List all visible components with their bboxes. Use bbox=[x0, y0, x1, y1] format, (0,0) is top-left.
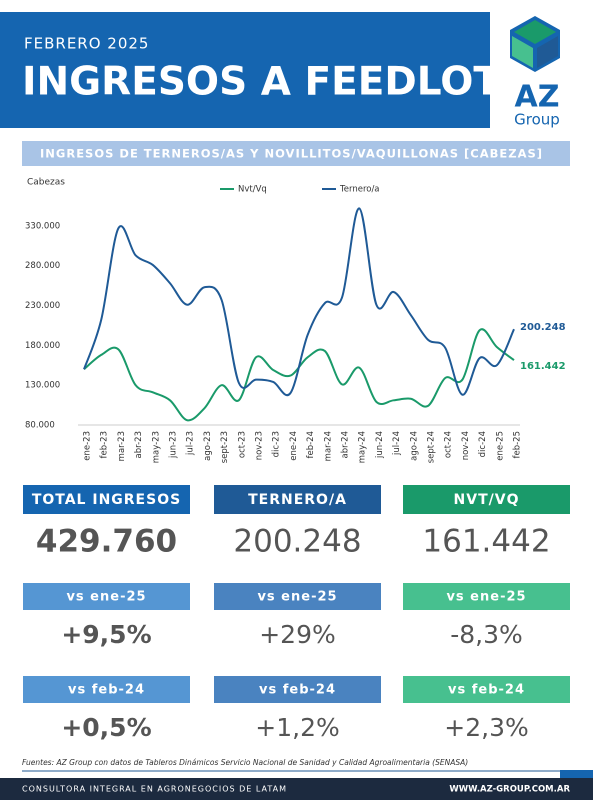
logo: AZ Group bbox=[510, 16, 560, 129]
x-tick-label: feb-24 bbox=[306, 431, 316, 459]
compare-box bbox=[403, 676, 570, 703]
total-value: 200.248 bbox=[233, 524, 361, 560]
footer-band bbox=[0, 778, 593, 800]
x-tick-label: mar-23 bbox=[117, 431, 127, 461]
y-tick-label: 230.000 bbox=[25, 301, 60, 311]
summary: TOTAL INGRESOS 429.760 vs ene-25 +9,5% vs fe… bbox=[23, 485, 570, 742]
x-tick-label: ene-23 bbox=[83, 431, 93, 461]
header-subtitle: FEBRERO 2025 bbox=[24, 35, 149, 53]
compare-box bbox=[214, 583, 381, 610]
data-label: 161.442 bbox=[520, 361, 566, 372]
x-tick-label: abr-23 bbox=[134, 431, 144, 458]
x-tick-label: oct-23 bbox=[237, 431, 247, 458]
x-tick-label: sept-24 bbox=[427, 431, 437, 463]
website: WWW.AZ-GROUP.COM.AR bbox=[449, 785, 570, 795]
x-tick-label: ene-25 bbox=[495, 431, 505, 461]
logo-sub: Group bbox=[514, 111, 560, 129]
x-tick-label: nov-23 bbox=[255, 431, 265, 460]
compare-label: vs feb-24 bbox=[68, 683, 145, 698]
compare-value: +2,3% bbox=[444, 713, 528, 742]
header-box bbox=[214, 485, 381, 514]
x-tick-label: jul-24 bbox=[392, 431, 402, 456]
x-tick-label: feb-23 bbox=[100, 431, 110, 459]
chart-title: INGRESOS DE TERNEROS/AS Y NOVILLITOS/VAQ… bbox=[40, 147, 543, 161]
x-tick-label: nov-24 bbox=[461, 431, 471, 460]
logo-text: AZ bbox=[515, 80, 560, 115]
header-box bbox=[403, 485, 570, 514]
x-tick-label: sept-23 bbox=[220, 431, 230, 463]
x-tick-label: dic-24 bbox=[478, 431, 488, 457]
compare-value: +9,5% bbox=[61, 620, 151, 649]
header-title: INGRESOS A FEEDLOT bbox=[22, 60, 500, 105]
legend-label: Ternero/a bbox=[339, 185, 380, 195]
x-tick-label: dic-23 bbox=[272, 431, 282, 457]
header-band bbox=[0, 12, 490, 128]
x-tick-label: may-23 bbox=[151, 431, 161, 463]
footer-accent bbox=[560, 770, 593, 778]
compare-value: -8,3% bbox=[450, 620, 523, 649]
y-axis-label: Cabezas bbox=[27, 178, 65, 188]
y-tick-label: 80.000 bbox=[25, 421, 55, 431]
series-line bbox=[83, 328, 515, 422]
x-tick-label: oct-24 bbox=[444, 431, 454, 458]
chart: 80.000 130.000 180.000 230.000 280.000 330.00… bbox=[25, 185, 566, 464]
compare-label: vs ene-25 bbox=[446, 590, 526, 605]
x-tick-label: abr-24 bbox=[341, 431, 351, 458]
source: Fuentes: AZ Group con datos de Tableros … bbox=[22, 758, 468, 767]
header-box bbox=[23, 485, 190, 514]
compare-box bbox=[23, 676, 190, 703]
data-label: 200.248 bbox=[520, 322, 566, 333]
legend-label: Nvt/Vq bbox=[238, 185, 267, 195]
column-label: TERNERO/A bbox=[248, 492, 347, 508]
x-tick-label: ene-24 bbox=[289, 431, 299, 461]
x-tick-label: mar-24 bbox=[323, 431, 333, 461]
compare-value: +1,2% bbox=[255, 713, 339, 742]
compare-label: vs feb-24 bbox=[259, 683, 336, 698]
total-value: 429.760 bbox=[36, 524, 177, 560]
total-value: 161.442 bbox=[422, 524, 550, 560]
x-tick-label: jun-23 bbox=[169, 431, 179, 459]
compare-value: +0,5% bbox=[61, 713, 151, 742]
x-tick-label: feb-25 bbox=[513, 431, 523, 459]
y-tick-label: 180.000 bbox=[25, 341, 60, 351]
chart-title-band bbox=[22, 141, 570, 166]
y-tick-label: 330.000 bbox=[25, 221, 60, 231]
x-tick-label: jul-23 bbox=[186, 431, 196, 456]
x-tick-label: may-24 bbox=[358, 431, 368, 463]
compare-value: +29% bbox=[259, 620, 336, 649]
x-tick-label: ago-23 bbox=[203, 431, 213, 461]
y-tick-label: 280.000 bbox=[25, 261, 60, 271]
column-label: TOTAL INGRESOS bbox=[32, 492, 181, 508]
x-tick-label: ago-24 bbox=[409, 431, 419, 461]
tagline: CONSULTORA INTEGRAL EN AGRONEGOCIOS DE L… bbox=[22, 785, 287, 794]
series-line bbox=[83, 207, 515, 397]
x-tick-label: jun-24 bbox=[375, 431, 385, 459]
compare-label: vs feb-24 bbox=[448, 683, 525, 698]
compare-box bbox=[23, 583, 190, 610]
column-label: NVT/VQ bbox=[454, 492, 520, 508]
y-tick-label: 130.000 bbox=[25, 381, 60, 391]
compare-box bbox=[403, 583, 570, 610]
compare-label: vs ene-25 bbox=[66, 590, 146, 605]
compare-label: vs ene-25 bbox=[257, 590, 337, 605]
compare-box bbox=[214, 676, 381, 703]
